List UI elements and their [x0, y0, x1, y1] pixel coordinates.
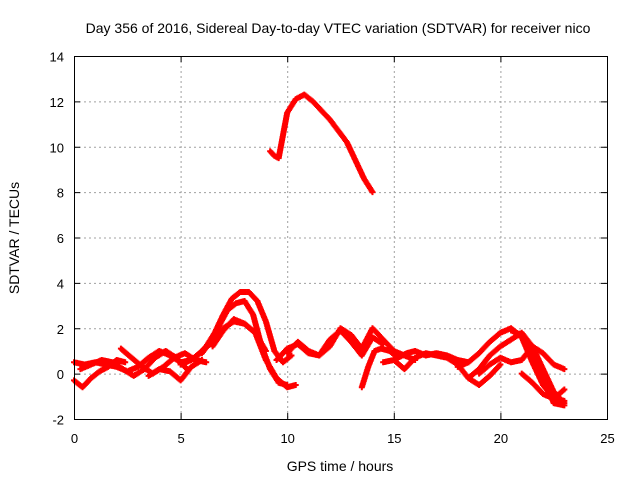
data-point	[122, 359, 129, 366]
x-tick-label: 20	[494, 431, 508, 446]
data-point	[288, 352, 295, 359]
data-point	[561, 397, 568, 404]
series-arc-13	[358, 345, 472, 391]
y-axis-label: SDTVAR / TECUs	[6, 182, 22, 294]
y-tick-label: 6	[57, 231, 64, 246]
y-tick-label: 8	[57, 186, 64, 201]
y-tick-label: 4	[57, 276, 64, 291]
series-arc-19	[518, 370, 568, 404]
series-arc-10	[267, 91, 376, 196]
y-tick-label: -2	[52, 413, 64, 428]
data-point	[497, 361, 504, 368]
ticks: 0 5 10 15 20 25 -2 0 2 4 6 8 10 12 14	[50, 50, 615, 447]
x-tick-label: 25	[600, 431, 614, 446]
y-tick-label: 12	[50, 95, 64, 110]
y-tick-label: 10	[50, 140, 64, 155]
data-point	[262, 347, 269, 354]
series-arc-09	[177, 318, 269, 368]
data-point	[292, 381, 299, 388]
data-point	[369, 189, 376, 196]
series-arc-18	[508, 327, 568, 409]
y-tick-label: 2	[57, 322, 64, 337]
x-tick-label: 15	[387, 431, 401, 446]
x-axis-label: GPS time / hours	[287, 458, 394, 474]
y-tick-label: 0	[57, 367, 64, 382]
y-tick-label: 14	[50, 50, 64, 65]
chart-title: Day 356 of 2016, Sidereal Day-to-day VTE…	[86, 20, 591, 36]
data-layer	[71, 91, 568, 409]
data-point	[203, 359, 210, 366]
data-point	[561, 366, 568, 373]
grid	[74, 56, 607, 419]
x-tick-label: 10	[280, 431, 294, 446]
series-arc-12	[284, 327, 387, 359]
x-tick-label: 5	[177, 431, 184, 446]
data-point	[561, 386, 568, 393]
series-arc-02	[71, 357, 129, 391]
x-tick-label: 0	[71, 431, 78, 446]
series-arc-05	[145, 357, 205, 384]
data-point	[198, 357, 205, 364]
